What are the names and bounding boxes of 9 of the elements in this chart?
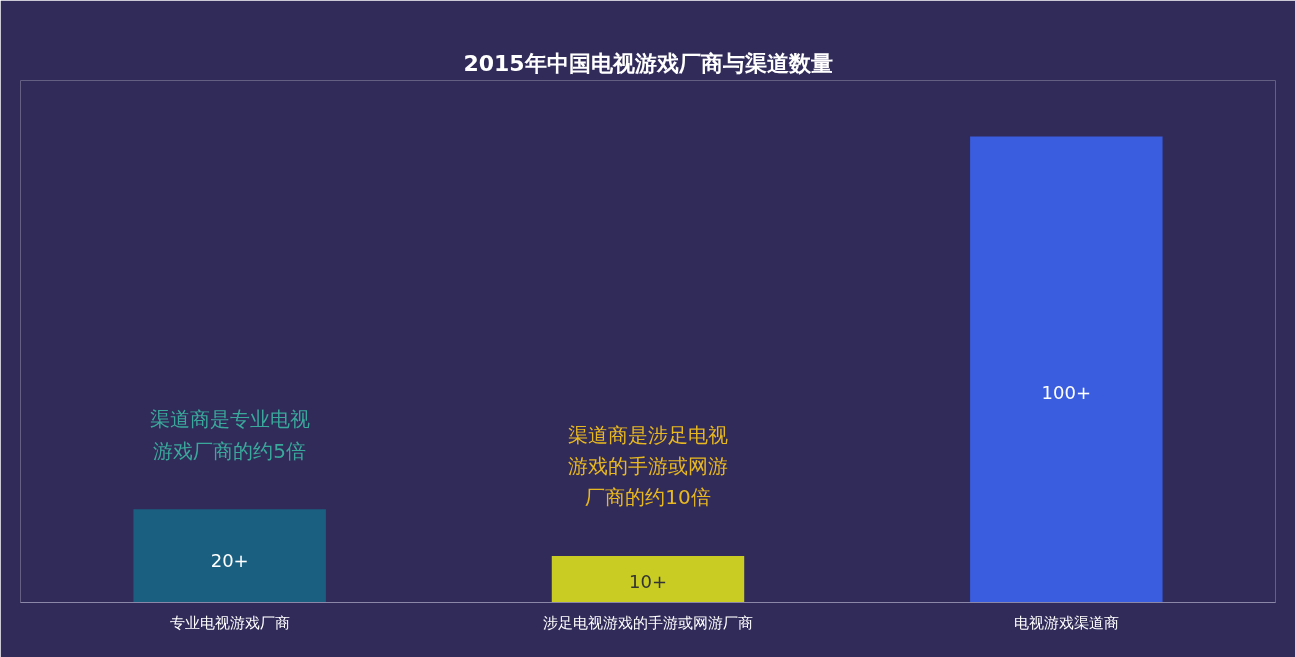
data-label: 100+ <box>1041 382 1092 404</box>
annotation: 渠道商是涉足电视游戏的手游或网游厂商的约10倍 <box>568 422 728 510</box>
data-label: 10+ <box>629 571 668 593</box>
x-tick-label: 专业电视游戏厂商 <box>169 613 290 631</box>
x-tick-label: 电视游戏渠道商 <box>1013 613 1119 631</box>
annotation: 渠道商是专业电视游戏厂商的约5倍 <box>149 407 310 463</box>
x-tick-label: 涉足电视游戏的手游或网游厂商 <box>543 613 753 631</box>
chart-title: 2015年中国电视游戏厂商与渠道数量 <box>463 50 833 76</box>
data-label: 20+ <box>210 550 249 572</box>
